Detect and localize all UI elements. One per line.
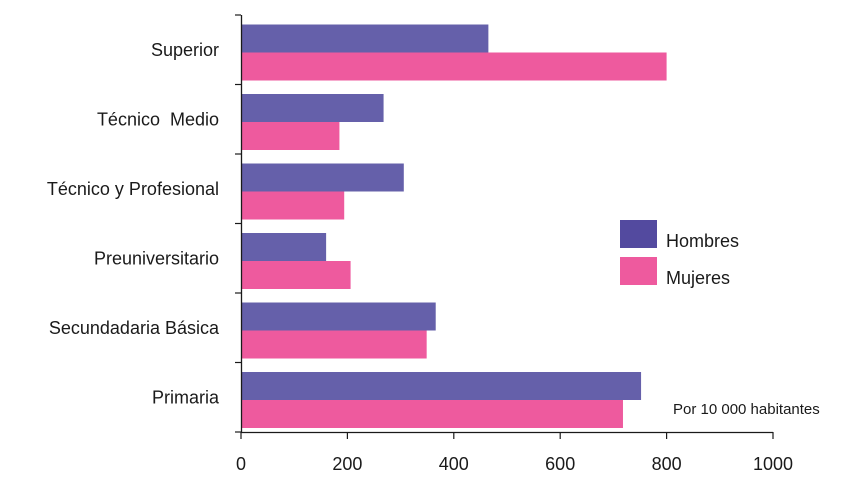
bar-hombres-tecnico-y-profesional <box>242 163 404 192</box>
bar-hombres-secundadaria-basica <box>242 302 436 331</box>
bar-mujeres-preuniversitario <box>242 261 351 289</box>
x-tick-label-600: 600 <box>545 454 575 474</box>
y-category-ticks <box>235 14 241 433</box>
category-labels: Superior Técnico Medio Técnico y Profesion… <box>47 40 220 408</box>
legend-swatch-hombres <box>620 220 657 248</box>
category-label-superior: Superior <box>151 40 219 60</box>
x-tick-label-0: 0 <box>236 454 246 474</box>
bar-mujeres-tecnico-y-profesional <box>242 191 345 220</box>
legend-label-hombres: Hombres <box>666 231 739 251</box>
x-tick-label-200: 200 <box>332 454 362 474</box>
category-label-primaria: Primaria <box>152 387 220 407</box>
category-label-tecnico-y-profesional: Técnico y Profesional <box>47 179 219 199</box>
bar-hombres-primaria <box>242 372 642 400</box>
units-annotation: Por 10 000 habitantes <box>673 401 820 418</box>
bar-hombres-preuniversitario <box>242 233 327 261</box>
bar-mujeres-tecnico-medio <box>242 122 340 150</box>
x-axis-ticks: 0 200 400 600 800 1000 <box>236 432 793 474</box>
x-tick-label-800: 800 <box>652 454 682 474</box>
category-label-tecnico-medio: Técnico Medio <box>97 109 219 129</box>
bar-mujeres-superior <box>242 52 667 81</box>
bar-mujeres-secundadaria-basica <box>242 330 427 359</box>
bars-group <box>242 24 667 428</box>
legend: Hombres Mujeres <box>620 220 739 288</box>
legend-swatch-mujeres <box>620 257 657 285</box>
category-label-secundadaria-basica: Secundadaria Básica <box>49 318 220 338</box>
category-label-preuniversitario: Preuniversitario <box>94 248 219 268</box>
x-tick-label-400: 400 <box>439 454 469 474</box>
bar-hombres-superior <box>242 24 489 53</box>
bar-mujeres-primaria <box>242 400 623 428</box>
x-tick-label-1000: 1000 <box>753 454 793 474</box>
legend-label-mujeres: Mujeres <box>666 268 730 288</box>
bar-hombres-tecnico-medio <box>242 94 384 122</box>
